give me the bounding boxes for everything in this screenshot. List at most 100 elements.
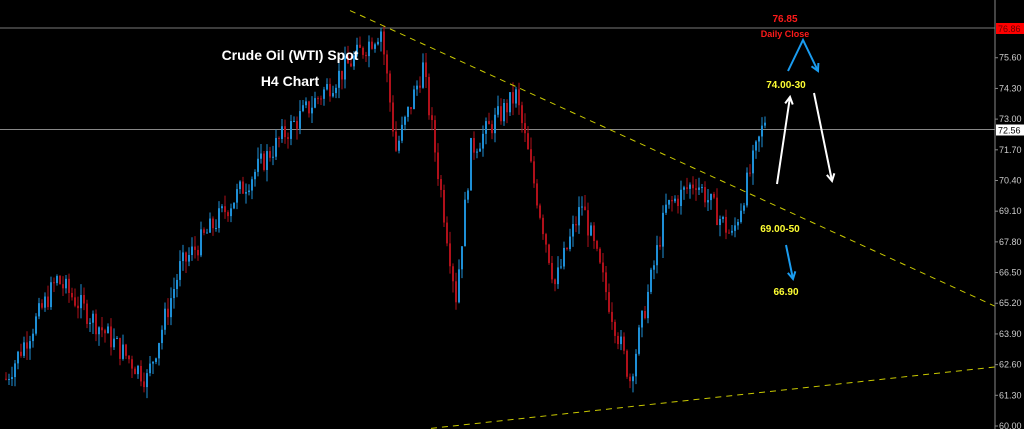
candle-body [671, 199, 673, 202]
candle-body [689, 184, 691, 189]
candle-body [350, 63, 352, 67]
candle-body [731, 230, 733, 233]
candle-body [599, 248, 601, 263]
candle-body [734, 225, 736, 231]
candle-body [707, 200, 709, 203]
candle-body [335, 87, 337, 94]
candles [5, 25, 766, 399]
candle-body [497, 106, 499, 115]
candle-body [761, 125, 763, 137]
candle-body [227, 212, 229, 217]
candle-body [143, 381, 145, 388]
candle-body [311, 107, 313, 114]
candle-body [446, 222, 448, 244]
candle-body [359, 44, 361, 48]
candle-body [656, 245, 658, 266]
candle-body [422, 62, 424, 88]
candle-body [509, 92, 511, 113]
candle-body [77, 305, 79, 309]
arrow-up-white [776, 96, 791, 185]
candle-body [602, 262, 604, 273]
candle-body [344, 56, 346, 80]
candle-body [716, 197, 718, 225]
marked-price-tag [996, 23, 1024, 34]
candle-body [470, 138, 472, 191]
candle-body [167, 308, 169, 318]
candle-body [632, 376, 634, 382]
candle-body [281, 126, 283, 139]
candle-body [407, 107, 409, 117]
candle-body [566, 247, 568, 250]
candle-body [425, 62, 427, 78]
candle-body [500, 106, 502, 122]
candle-body [5, 378, 7, 380]
candle-body [263, 153, 265, 170]
candle-body [245, 192, 247, 194]
candle-body [248, 190, 250, 193]
candle-body [692, 184, 694, 189]
candle-body [623, 336, 625, 351]
candle-body [29, 341, 31, 349]
candle-body [95, 313, 97, 335]
y-tick-label: 71.70 [999, 145, 1022, 155]
candle-body [698, 187, 700, 190]
candle-body [395, 131, 397, 151]
candle-body [644, 310, 646, 319]
candle-body [347, 56, 349, 64]
y-tick-label: 66.50 [999, 268, 1022, 278]
candle-body [353, 55, 355, 67]
candle-body [293, 120, 295, 122]
candle-body [527, 133, 529, 150]
candle-body [275, 137, 277, 157]
candle-body [224, 206, 226, 213]
candle-body [368, 41, 370, 57]
candle-body [539, 205, 541, 218]
candle-body [575, 224, 577, 226]
candle-body [374, 44, 376, 49]
candle-body [629, 376, 631, 382]
candle-body [641, 310, 643, 328]
arrow-down-blue-head [787, 271, 797, 282]
candle-body [638, 327, 640, 354]
resistance-label: 74.00-30 [766, 80, 806, 91]
chart-subtitle: H4 Chart [261, 73, 320, 89]
candle-body [251, 179, 253, 191]
candle-body [383, 31, 385, 55]
candle-body [434, 120, 436, 153]
candle-body [11, 377, 13, 379]
candle-body [449, 243, 451, 267]
candle-body [386, 54, 388, 74]
candle-body [587, 210, 589, 236]
candle-body [737, 221, 739, 226]
candle-body [743, 205, 745, 211]
candle-body [215, 228, 217, 230]
candle-body [740, 210, 742, 222]
candle-body [722, 216, 724, 219]
candle-body [20, 351, 22, 356]
candle-body [593, 225, 595, 242]
candle-body [323, 89, 325, 99]
y-tick-label: 62.60 [999, 360, 1022, 370]
y-tick-label: 65.20 [999, 298, 1022, 308]
candle-body [590, 225, 592, 236]
candle-body [569, 236, 571, 250]
candle-body [563, 247, 565, 267]
candle-body [53, 282, 55, 284]
candle-body [194, 246, 196, 250]
candle-body [419, 85, 421, 88]
candle-body [530, 149, 532, 162]
candle-body [482, 133, 484, 149]
candle-body [560, 266, 562, 268]
candle-body [296, 120, 298, 129]
candle-body [8, 378, 10, 380]
candle-body [452, 266, 454, 282]
candle-body [254, 171, 256, 180]
marked-price-label: 76.86 [998, 24, 1021, 34]
candle-body [236, 189, 238, 203]
candle-body [68, 278, 70, 293]
candle-body [191, 246, 193, 256]
candle-body [203, 229, 205, 233]
candle-body [521, 105, 523, 124]
candle-body [290, 121, 292, 139]
